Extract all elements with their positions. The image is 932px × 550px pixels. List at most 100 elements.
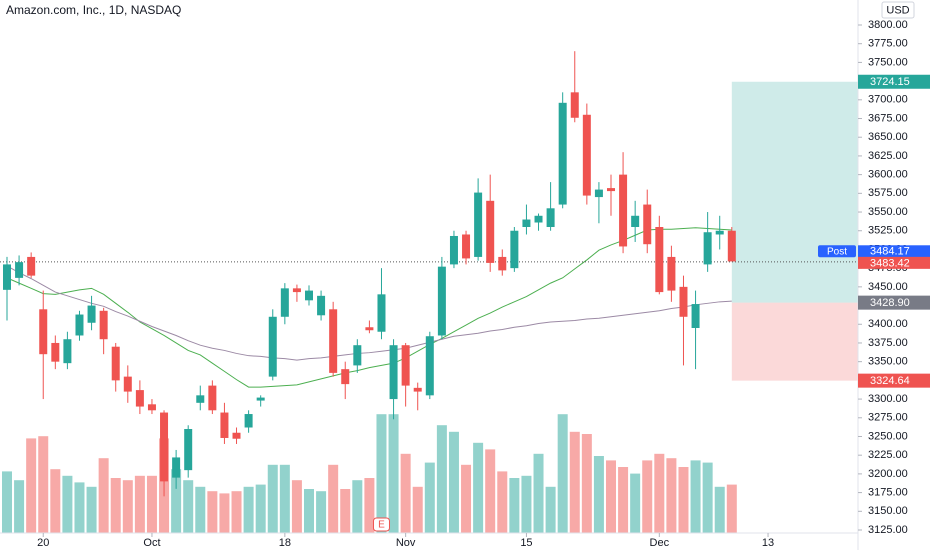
candle-body (413, 387, 422, 392)
candle-body (474, 192, 483, 257)
volume-bar (74, 482, 85, 533)
volume-bar (2, 471, 12, 533)
volume-bar (388, 414, 399, 533)
x-tick-label: 20 (37, 537, 49, 549)
volume-bar (219, 493, 230, 533)
y-tick-label: 3250.00 (868, 430, 908, 442)
candle-body (341, 369, 350, 385)
y-tick-label: 3650.00 (868, 131, 908, 143)
volume-bar (714, 486, 725, 533)
x-tick-label: 15 (520, 537, 532, 549)
candle-body (305, 290, 313, 301)
post-price: 3484.17 (870, 246, 910, 258)
volume-bar (110, 478, 121, 533)
volume-bar (376, 414, 387, 533)
stop-label: 3324.64 (870, 375, 910, 387)
candle-body (667, 256, 676, 291)
volume-bar (364, 478, 375, 533)
volume-bar (702, 462, 713, 533)
candle-body (111, 346, 120, 381)
entry-label: 3428.90 (870, 297, 910, 309)
volume-bar (62, 475, 73, 533)
volume-bar (630, 473, 641, 533)
x-tick-label: Dec (650, 537, 670, 549)
candle-body (727, 230, 736, 262)
event-marker (372, 517, 390, 532)
volume-bar (497, 471, 508, 533)
candle-body (643, 204, 652, 245)
volume-bar (146, 475, 157, 533)
chart-title: Amazon.com, Inc., 1D, NASDAQ (6, 3, 181, 17)
volume-bar (533, 453, 544, 533)
candle-body (498, 256, 507, 271)
y-tick-label: 3550.00 (868, 206, 908, 218)
candle-body (365, 327, 374, 331)
volume-bar (557, 414, 568, 533)
candle-body (160, 412, 169, 482)
candle-body (655, 227, 664, 293)
volume-bar (50, 469, 61, 533)
volume-bar (545, 486, 556, 533)
volume-bar (171, 469, 182, 533)
y-tick-label: 3225.00 (868, 449, 908, 461)
y-tick-label: 3800.00 (868, 19, 908, 31)
post-price-bg (858, 245, 930, 258)
candle-body (135, 390, 144, 407)
y-tick-label: 3375.00 (868, 337, 908, 349)
volume-bar (98, 458, 109, 533)
currency-box[interactable] (881, 1, 915, 19)
volume-bar (231, 491, 242, 533)
volume-bar (328, 464, 339, 533)
candle-body (462, 234, 471, 259)
volume-bar (424, 462, 435, 533)
candle-body (268, 316, 277, 377)
candle-body (691, 304, 700, 328)
volume-bar (195, 486, 206, 533)
event-label: E (378, 520, 385, 531)
volume-bar (86, 486, 97, 533)
candle-body (377, 294, 386, 332)
candle-body (75, 314, 84, 336)
volume-bar (291, 480, 302, 533)
candle-body (353, 345, 362, 366)
moving-average (6, 265, 732, 361)
volume-bar (352, 480, 363, 533)
currency[interactable]: USD (886, 4, 909, 16)
x-tick-label: Nov (396, 537, 416, 549)
candle-body (244, 414, 253, 428)
candle-body (220, 412, 229, 438)
volume-bar (207, 491, 218, 533)
y-tick-label: 3125.00 (868, 524, 908, 536)
volume-bar (340, 489, 351, 533)
volume-bar (473, 442, 484, 533)
candle-body (401, 345, 410, 386)
x-tick-label: 18 (279, 537, 291, 549)
volume-bar (26, 438, 37, 533)
y-tick-label: 3200.00 (868, 468, 908, 480)
moving-average (6, 227, 732, 388)
y-tick-label: 3700.00 (868, 94, 908, 106)
volume-bar (485, 449, 496, 533)
y-tick-label: 3525.00 (868, 225, 908, 237)
candle-body (329, 309, 338, 373)
candle-body (147, 404, 156, 411)
volume-bar (122, 480, 133, 533)
x-tick-label: 13 (762, 537, 774, 549)
volume-bar (678, 467, 689, 533)
volume-bar (618, 467, 629, 533)
candle-body (123, 376, 132, 392)
candle-body (715, 230, 724, 235)
volume-bar (448, 431, 459, 533)
y-tick-label: 3625.00 (868, 150, 908, 162)
volume-bar (666, 458, 677, 533)
candle-body (256, 397, 265, 401)
y-tick-label: 3350.00 (868, 356, 908, 368)
candle-body (679, 286, 688, 317)
volume-bar (316, 491, 327, 533)
candle-body (425, 336, 434, 396)
candle-body (437, 266, 446, 336)
volume-bar (14, 480, 25, 533)
y-tick-label: 3600.00 (868, 169, 908, 181)
candle-body (449, 235, 458, 265)
candle-body (703, 232, 712, 265)
